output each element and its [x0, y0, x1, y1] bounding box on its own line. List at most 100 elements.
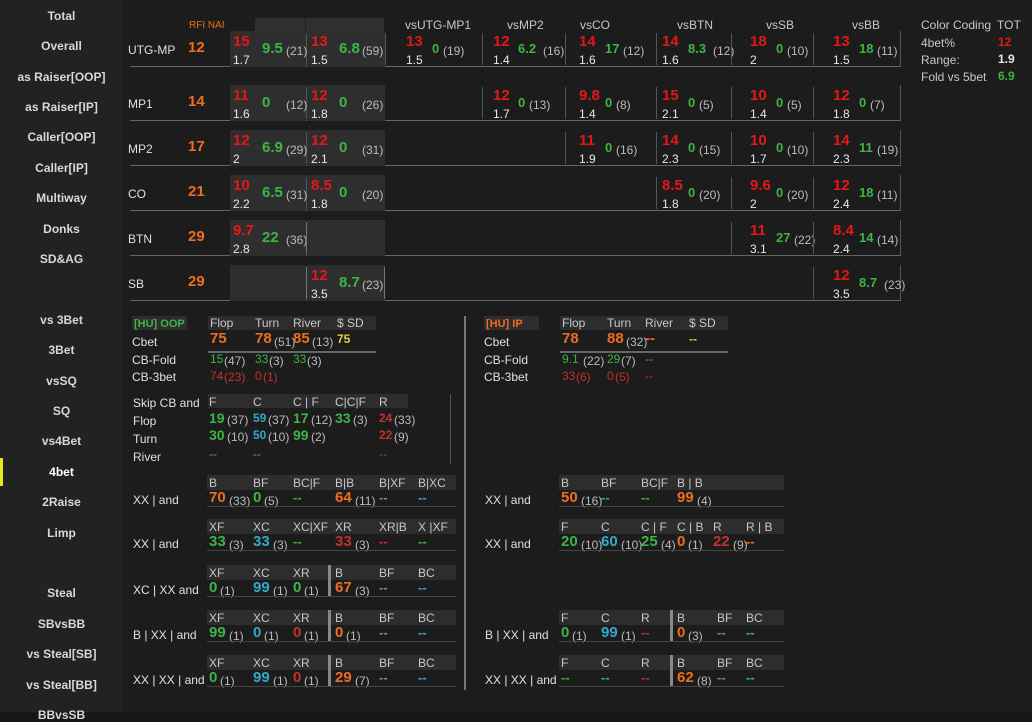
cbet-river-count: (13) [312, 335, 334, 349]
vs-size: 1.5 [833, 53, 850, 67]
cb3bet-turn: 0 [607, 369, 614, 383]
block-separator [670, 655, 673, 687]
vs-fold: 17 [605, 41, 620, 56]
block-value: 20 [561, 533, 578, 550]
nav-steal[interactable]: Steal [47, 586, 76, 600]
cbfold-turn-count: (7) [621, 354, 636, 368]
nav-donks[interactable]: Donks [43, 222, 80, 236]
vs-size: 2.1 [662, 107, 679, 121]
vs-pct: 12 [833, 87, 850, 104]
cbfold-flop-count: (22) [583, 354, 605, 368]
block-col: B | B [677, 476, 703, 490]
nav-multiway[interactable]: Multiway [36, 191, 87, 205]
block-col: BC|F [641, 476, 669, 490]
cb3bet-flop-count: (6) [576, 370, 591, 384]
nav-sq[interactable]: SQ [52, 404, 71, 418]
oop-pct: 12 [311, 87, 328, 104]
nav-as-raiser-oop[interactable]: as Raiser[OOP] [17, 70, 106, 84]
block-value: 99 [253, 579, 270, 596]
block-col: B [677, 611, 686, 625]
skip-flop-count: (12) [311, 413, 333, 427]
skip-river-val: -- [209, 447, 217, 461]
rfi-value: 29 [188, 228, 205, 245]
column-header: vsCO [580, 18, 610, 32]
block-underline [207, 596, 456, 597]
hu-col-header: Turn [607, 316, 632, 330]
row-label: SB [128, 277, 145, 291]
vs-pct: 14 [579, 33, 596, 50]
oop-cell-bg [307, 85, 385, 121]
oop-header-bar [306, 18, 384, 32]
block-count: (1) [304, 584, 319, 598]
oop-size: 1.8 [311, 107, 328, 121]
nav-vssq[interactable]: vsSQ [46, 374, 77, 388]
nav-bbvssb[interactable]: BBvsSB [37, 708, 86, 722]
block-value: 0 [253, 624, 262, 641]
vs-size: 1.6 [579, 53, 596, 67]
vs-pct: 10 [750, 132, 767, 149]
nav-vs4bet[interactable]: vs4Bet [41, 434, 82, 448]
nav-limp[interactable]: Limp [47, 526, 76, 540]
divider [306, 33, 307, 65]
ip-count: (36) [286, 233, 308, 247]
nav-caller-ip[interactable]: Caller[IP] [35, 161, 88, 175]
legend-label: Fold vs 5bet [921, 70, 987, 84]
block-count: (1) [346, 629, 361, 643]
ip-header-bar [255, 18, 305, 32]
vs-pct: 12 [833, 267, 850, 284]
vs-count: (12) [713, 44, 735, 58]
block-value: 67 [335, 579, 352, 596]
vs-pct: 9.6 [750, 177, 771, 194]
block-value: -- [418, 580, 427, 595]
hu-tag: [HU] IP [486, 318, 523, 330]
nav-as-raiser-ip[interactable]: as Raiser[IP] [25, 100, 98, 114]
ip-fold: 6.9 [262, 139, 283, 156]
nav-vs-steal-sb[interactable]: vs Steal[SB] [26, 647, 97, 661]
ip-cell-bg [230, 130, 306, 166]
block-value: 99 [677, 489, 694, 506]
nav-sd-ag[interactable]: SD&AG [39, 252, 84, 266]
block-col: B|XC [418, 476, 446, 490]
cbet-turn: 88 [607, 330, 624, 347]
vs-count: (23) [884, 278, 906, 292]
block-count: (3) [229, 538, 244, 552]
block-col: XR [293, 656, 310, 670]
cbet-turn: 78 [255, 330, 272, 347]
vs-fold: 0 [688, 185, 696, 200]
nav-4bet[interactable]: 4bet [49, 465, 74, 479]
cbet-sd: 75 [337, 332, 351, 346]
block-count: (1) [264, 629, 279, 643]
nav-caller-oop[interactable]: Caller[OOP] [27, 130, 96, 144]
hu-col-header: Turn [255, 316, 280, 330]
block-col: C [601, 520, 610, 534]
ip-count: (31) [286, 188, 308, 202]
block-value: -- [746, 625, 755, 640]
divider [813, 222, 814, 254]
block-col: BF [253, 476, 269, 490]
nav-vs-steal-bb[interactable]: vs Steal[BB] [26, 678, 97, 692]
block-count: (10) [581, 538, 603, 552]
nav-sbvsbb[interactable]: SBvsBB [37, 617, 86, 631]
block-value: 0 [677, 533, 686, 550]
vs-count: (5) [787, 98, 802, 112]
skip-label: Skip CB and [133, 396, 200, 410]
nav-total[interactable]: Total [47, 9, 76, 23]
block-col: XR [293, 611, 310, 625]
nav-vs-3bet[interactable]: vs 3Bet [40, 313, 83, 327]
cbfold-river: 33 [293, 352, 307, 366]
block-col: XF [209, 566, 225, 580]
nav-3bet[interactable]: 3Bet [48, 343, 75, 357]
block-col: XC [253, 611, 270, 625]
nav-2raise[interactable]: 2Raise [42, 495, 81, 509]
divider [656, 132, 657, 164]
block-count: (1) [304, 674, 319, 688]
vs-count: (20) [699, 188, 721, 202]
divider [813, 177, 814, 209]
ip-pct: 15 [233, 33, 250, 50]
vs-fold: 6.2 [518, 41, 537, 56]
nav-overall[interactable]: Overall [41, 39, 82, 53]
block-value: -- [379, 670, 388, 685]
block-col: B [335, 656, 344, 670]
vs-fold: 27 [776, 230, 791, 245]
vs-count: (12) [623, 44, 645, 58]
